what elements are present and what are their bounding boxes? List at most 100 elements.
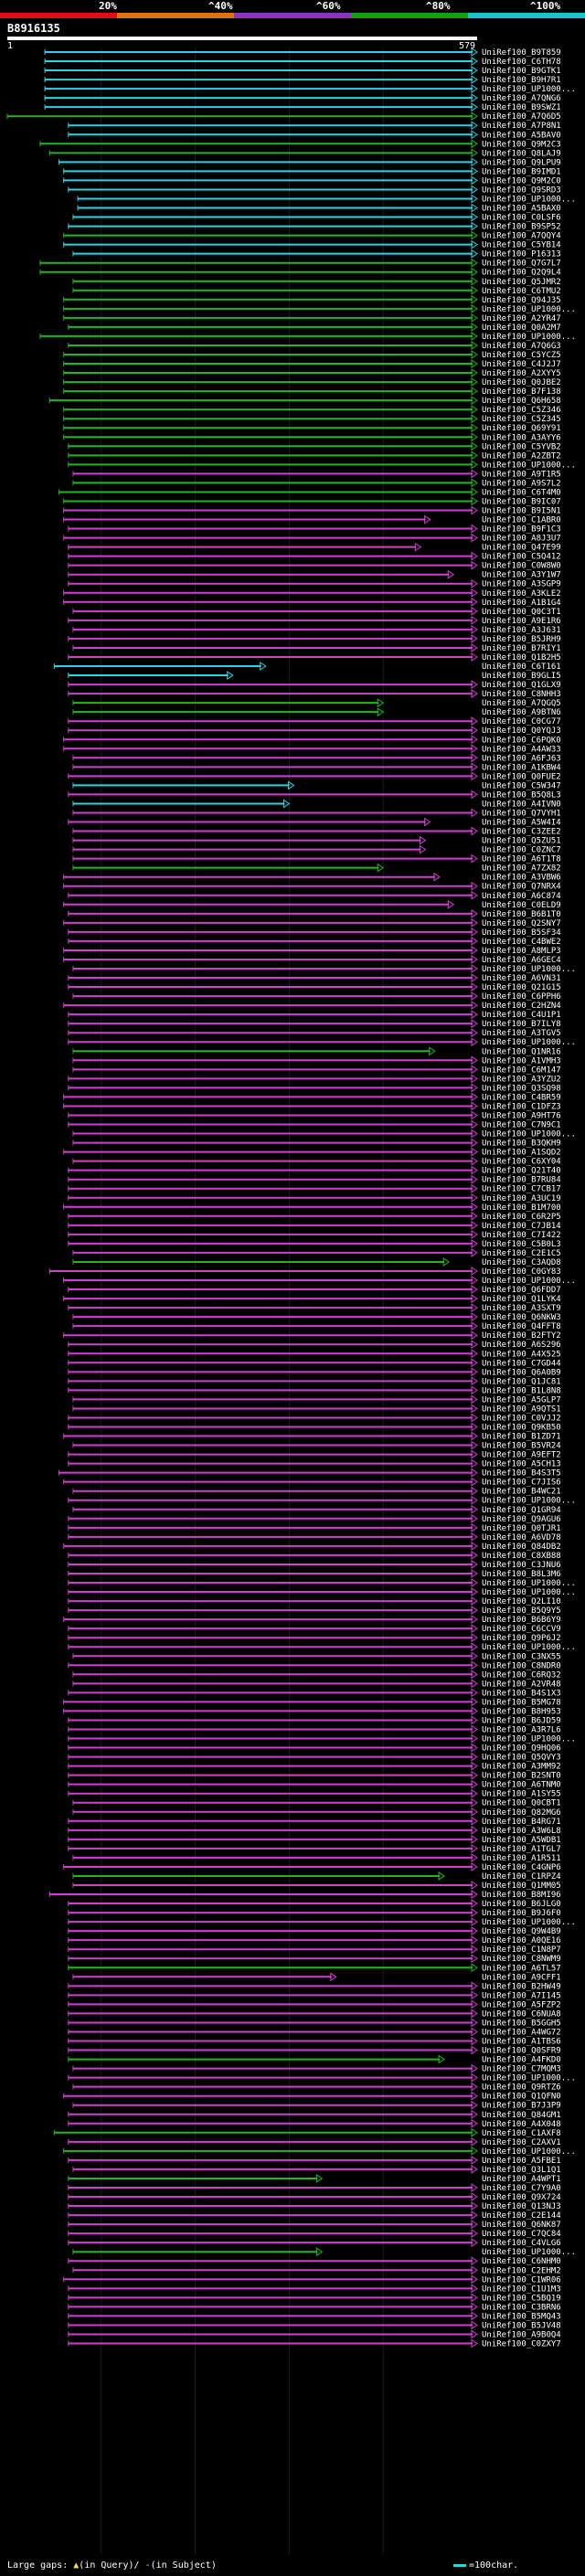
hit-row[interactable]: UniRef100_Q2Q9L4 bbox=[39, 267, 561, 278]
hit-row[interactable]: UniRef100_C5W347 bbox=[72, 780, 561, 790]
hit-label[interactable]: UniRef100_B8L3M6 bbox=[482, 1570, 561, 1579]
hit-row[interactable]: UniRef100_B2FTY2 bbox=[63, 1330, 561, 1341]
hit-label[interactable]: UniRef100_B5GGH5 bbox=[482, 2019, 561, 2028]
hit-label[interactable]: UniRef100_C5W347 bbox=[482, 781, 561, 790]
hit-row[interactable]: UniRef100_UP1000... bbox=[72, 1129, 576, 1140]
hit-row[interactable]: UniRef100_B9IMD1 bbox=[63, 166, 561, 176]
hit-row[interactable]: UniRef100_A8J3U7 bbox=[63, 533, 561, 544]
hit-row[interactable]: UniRef100_C1WR06 bbox=[63, 2274, 561, 2284]
hit-row[interactable]: UniRef100_Q9W4B9 bbox=[68, 1926, 561, 1936]
hit-row[interactable]: UniRef100_C7QC84 bbox=[68, 2229, 561, 2239]
hit-row[interactable]: UniRef100_A1R511 bbox=[72, 1852, 561, 1863]
hit-row[interactable]: UniRef100_B7ILY8 bbox=[68, 1019, 561, 1029]
hit-row[interactable]: UniRef100_C5BQ19 bbox=[68, 2293, 561, 2303]
hit-row[interactable]: UniRef100_A5GLP7 bbox=[72, 1394, 561, 1405]
hit-row[interactable]: UniRef100_A4FKD0 bbox=[68, 2054, 561, 2065]
hit-label[interactable]: UniRef100_C2EHM2 bbox=[482, 2266, 561, 2275]
hit-label[interactable]: UniRef100_A5FZP2 bbox=[482, 2000, 561, 2009]
hit-label[interactable]: UniRef100_C8NHH3 bbox=[482, 690, 561, 699]
hit-label[interactable]: UniRef100_UP1000... bbox=[482, 2074, 576, 2083]
hit-label[interactable]: UniRef100_A7QQY4 bbox=[482, 232, 561, 241]
hit-label[interactable]: UniRef100_B7ILY8 bbox=[482, 1020, 561, 1029]
hit-label[interactable]: UniRef100_A9BTN6 bbox=[482, 708, 561, 717]
hit-label[interactable]: UniRef100_A1TGL7 bbox=[482, 1845, 561, 1854]
hit-row[interactable]: UniRef100_C6RQ32 bbox=[72, 1670, 561, 1680]
hit-row[interactable]: UniRef100_A0QE16 bbox=[68, 1935, 561, 1945]
hit-label[interactable]: UniRef100_C3ZEE2 bbox=[482, 828, 561, 837]
hit-row[interactable]: UniRef100_A3YZU2 bbox=[68, 1074, 561, 1084]
hit-row[interactable]: UniRef100_Q5QVY3 bbox=[68, 1752, 561, 1763]
hit-label[interactable]: UniRef100_B2HW49 bbox=[482, 1982, 561, 1991]
hit-label[interactable]: UniRef100_Q1JC81 bbox=[482, 1377, 561, 1386]
hit-label[interactable]: UniRef100_Q21T40 bbox=[482, 1167, 561, 1176]
hit-label[interactable]: UniRef100_A6VD78 bbox=[482, 1533, 561, 1542]
hit-row[interactable]: UniRef100_A6VD78 bbox=[68, 1532, 561, 1542]
hit-label[interactable]: UniRef100_UP1000... bbox=[482, 1277, 576, 1286]
hit-row[interactable]: UniRef100_Q6NK87 bbox=[68, 2220, 561, 2230]
hit-label[interactable]: UniRef100_A9CFF1 bbox=[482, 1973, 561, 1982]
hit-label[interactable]: UniRef100_A6TL57 bbox=[482, 1964, 561, 1973]
hit-row[interactable]: UniRef100_UP1000... bbox=[63, 2146, 576, 2157]
hit-row[interactable]: UniRef100_C3ZEE2 bbox=[72, 826, 561, 837]
hit-row[interactable]: UniRef100_A3SGP9 bbox=[68, 578, 561, 589]
hit-row[interactable]: UniRef100_Q7G7L7 bbox=[39, 258, 561, 269]
hit-row[interactable]: UniRef100_Q6NKW3 bbox=[72, 1312, 561, 1322]
hit-row[interactable]: UniRef100_C1RPZ4 bbox=[72, 1871, 561, 1882]
hit-label[interactable]: UniRef100_B4RG71 bbox=[482, 1818, 561, 1827]
hit-row[interactable]: UniRef100_A7Q6G3 bbox=[68, 341, 561, 351]
hit-label[interactable]: UniRef100_B5VR24 bbox=[482, 1442, 561, 1451]
hit-row[interactable]: UniRef100_C4J2J7 bbox=[63, 359, 561, 369]
hit-row[interactable]: UniRef100_C0ZNC7 bbox=[72, 844, 561, 855]
hit-label[interactable]: UniRef100_B6B6Y9 bbox=[482, 1616, 561, 1625]
hit-row[interactable]: UniRef100_C6TH78 bbox=[44, 57, 561, 67]
hit-label[interactable]: UniRef100_C3NX55 bbox=[482, 1652, 561, 1661]
hit-row[interactable]: UniRef100_A1KBW4 bbox=[72, 762, 561, 772]
hit-label[interactable]: UniRef100_C4J2J7 bbox=[482, 360, 561, 369]
hit-label[interactable]: UniRef100_Q0CBT1 bbox=[482, 1799, 561, 1808]
hit-row[interactable]: UniRef100_A4X525 bbox=[68, 1349, 561, 1359]
hit-row[interactable]: UniRef100_Q6A0B9 bbox=[68, 1367, 561, 1377]
hit-row[interactable]: UniRef100_Q0CBT1 bbox=[72, 1797, 561, 1808]
hit-label[interactable]: UniRef100_A0QE16 bbox=[482, 1936, 561, 1945]
hit-row[interactable]: UniRef100_C3BRN6 bbox=[68, 2302, 561, 2312]
hit-row[interactable]: UniRef100_B7RU84 bbox=[68, 1174, 561, 1185]
hit-label[interactable]: UniRef100_C0ELD9 bbox=[482, 901, 561, 910]
hit-row[interactable]: UniRef100_C7N9C1 bbox=[68, 1119, 561, 1130]
hit-row[interactable]: UniRef100_A9BTN6 bbox=[72, 707, 561, 717]
hit-label[interactable]: UniRef100_A9B0Q4 bbox=[482, 2330, 561, 2339]
hit-label[interactable]: UniRef100_Q5JMR2 bbox=[482, 278, 561, 287]
hit-row[interactable]: UniRef100_A5CH13 bbox=[68, 1458, 561, 1469]
hit-label[interactable]: UniRef100_A1SY55 bbox=[482, 1790, 561, 1799]
hit-row[interactable]: UniRef100_B9GLI5 bbox=[68, 671, 561, 681]
hit-label[interactable]: UniRef100_B3QKH9 bbox=[482, 1140, 561, 1149]
hit-label[interactable]: UniRef100_Q9KB50 bbox=[482, 1424, 561, 1433]
hit-label[interactable]: UniRef100_A6FJ63 bbox=[482, 754, 561, 763]
hit-row[interactable]: UniRef100_B4S3T5 bbox=[58, 1468, 561, 1479]
hit-row[interactable]: UniRef100_B7RIY1 bbox=[72, 643, 561, 653]
hit-label[interactable]: UniRef100_UP1000... bbox=[482, 1579, 576, 1588]
hit-label[interactable]: UniRef100_A2VR48 bbox=[482, 1680, 561, 1689]
hit-row[interactable]: UniRef100_Q82MG6 bbox=[72, 1807, 561, 1818]
hit-row[interactable]: UniRef100_A2VR48 bbox=[72, 1679, 561, 1689]
hit-row[interactable]: UniRef100_B6B1T0 bbox=[68, 908, 561, 919]
hit-row[interactable]: UniRef100_C6PQK0 bbox=[63, 735, 561, 745]
hit-label[interactable]: UniRef100_B8MI96 bbox=[482, 1891, 561, 1900]
hit-row[interactable]: UniRef100_Q9M2C0 bbox=[63, 175, 561, 186]
hit-row[interactable]: UniRef100_C4GNP6 bbox=[63, 1862, 561, 1872]
hit-row[interactable]: UniRef100_C6PPH6 bbox=[72, 991, 561, 1002]
hit-label[interactable]: UniRef100_B4S1X3 bbox=[482, 1689, 561, 1698]
hit-row[interactable]: UniRef100_UP1000... bbox=[72, 2247, 576, 2257]
hit-row[interactable]: UniRef100_Q0FUE2 bbox=[68, 771, 561, 781]
hit-row[interactable]: UniRef100_A7Q6D5 bbox=[6, 111, 561, 122]
hit-label[interactable]: UniRef100_A8J3U7 bbox=[482, 535, 561, 544]
hit-row[interactable]: UniRef100_Q1QFN0 bbox=[63, 2091, 561, 2102]
hit-label[interactable]: UniRef100_C3JNU6 bbox=[482, 1561, 561, 1570]
hit-row[interactable]: UniRef100_C1ABR0 bbox=[63, 514, 561, 525]
hit-label[interactable]: UniRef100_C7N9C1 bbox=[482, 1121, 561, 1130]
hit-label[interactable]: UniRef100_C0GY83 bbox=[482, 1267, 561, 1277]
hit-row[interactable]: UniRef100_C6T4M0 bbox=[58, 487, 561, 497]
hit-row[interactable]: UniRef100_C8XB88 bbox=[68, 1550, 561, 1561]
hit-row[interactable]: UniRef100_Q2LI10 bbox=[68, 1596, 561, 1606]
hit-label[interactable]: UniRef100_Q0JBE2 bbox=[482, 378, 561, 387]
hit-label[interactable]: UniRef100_B6B1T0 bbox=[482, 910, 561, 919]
